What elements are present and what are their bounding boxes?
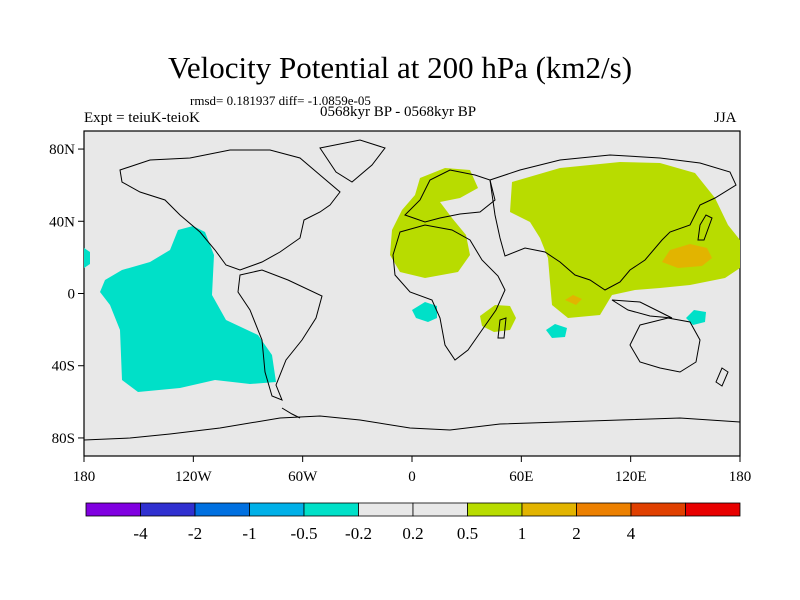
colorbar-label: 0.2 [402,524,423,543]
coastlines [83,139,741,441]
latitude-axis: 80N 40N 0 40S 80S [49,142,84,447]
antarctic-peninsula-coastline [281,407,301,419]
colorbar-label: -0.2 [345,524,372,543]
asia-positive-anomaly [510,162,740,318]
colorbar-swatch [303,502,359,517]
lat-tick-label: 40N [49,214,75,230]
indian-ocean-negative-anomaly [546,324,567,338]
colorbar-swatch [630,502,686,517]
colorbar-label: 0.5 [457,524,478,543]
anomaly-shading [84,162,740,392]
bay-of-bengal-maximum [565,295,582,305]
statistics-text: rmsd= 0.181937 diff= -1.0859e-05 [190,93,371,108]
japan-coastline [697,214,713,241]
lon-tick-label: 60E [509,469,533,485]
colorbar-swatch [249,502,305,517]
east-africa-positive-anomaly [480,305,516,332]
north-america-coastline [119,149,341,271]
new-zealand-coastline [715,367,729,387]
map-title: Velocity Potential at 200 hPa (km2/s) [167,50,633,85]
lon-tick-label: 120E [615,469,647,485]
lat-tick-label: 80S [52,431,75,447]
longitude-axis: 180 120W 60W 0 60E 120E 180 [73,456,752,485]
lon-tick-label: 180 [729,469,752,485]
madagascar-coastline [497,317,507,339]
south-america-coastline [237,269,323,401]
colorbar-swatch [358,502,414,517]
period-label: 0568kyr BP - 0568kyr BP [320,104,477,120]
antarctica-coastline [83,415,741,441]
asia-coastline [489,154,737,291]
colorbar-swatch [521,502,577,517]
colorbar-label: -2 [188,524,202,543]
greenland-coastline [319,139,386,183]
colorbar-swatch [412,502,468,517]
africa-coastline [392,224,506,361]
colorbar-swatch [576,502,632,517]
europe-north-africa-positive-anomaly [390,168,478,278]
colorbar-label: 1 [518,524,527,543]
australia-coastline [629,317,701,373]
maritime-continent-negative-anomaly [686,310,706,325]
europe-coastline [404,169,496,223]
colorbar-label: -0.5 [291,524,318,543]
colorbar-label: 4 [627,524,636,543]
colorbar-swatch [194,502,250,517]
season-label: JJA [714,110,737,126]
colorbar: -4 -2 -1 -0.5 -0.2 0.2 0.5 1 2 4 [85,502,741,543]
colorbar-swatch [685,502,741,517]
colorbar-label: -4 [133,524,148,543]
lon-tick-label: 0 [408,469,416,485]
colorbar-swatch [140,502,196,517]
lon-tick-label: 180 [73,469,96,485]
experiment-label: Expt = teiuK-teioK [84,110,200,126]
lon-tick-label: 60W [288,469,318,485]
lon-tick-label: 120W [175,469,213,485]
east-pacific-negative-anomaly [100,226,276,392]
lat-tick-label: 80N [49,142,75,158]
lat-tick-label: 0 [68,287,76,303]
gulf-of-guinea-negative-anomaly [412,302,437,322]
lat-tick-label: 40S [52,359,75,375]
colorbar-label: -1 [242,524,256,543]
indonesia-coastline [611,299,673,319]
west-pacific-maximum [662,244,712,268]
colorbar-swatch [467,502,523,517]
colorbar-label: 2 [572,524,581,543]
colorbar-swatch [85,502,141,517]
pacific-edge-anomaly [84,248,90,268]
